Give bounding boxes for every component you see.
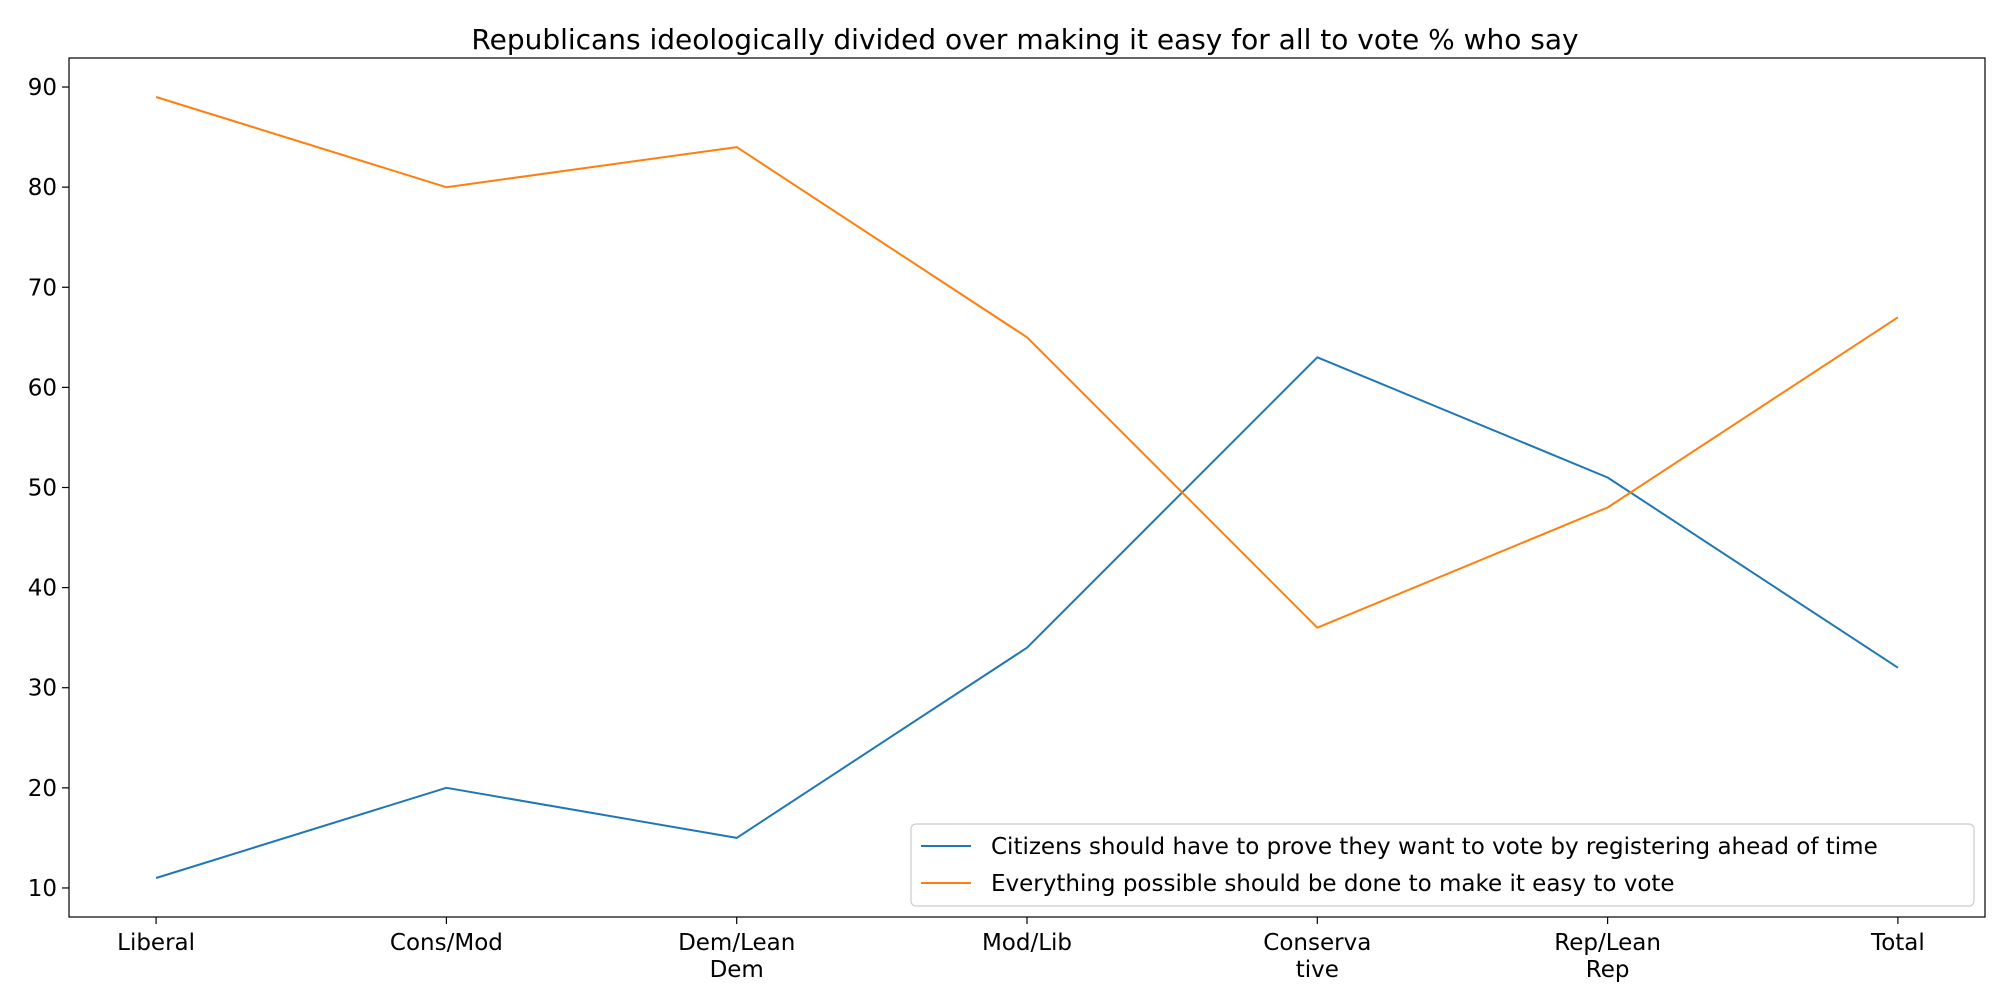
y-tick-label: 20: [28, 776, 57, 802]
plot-area: [155, 96, 1899, 879]
legend-label: Citizens should have to prove they want …: [991, 834, 1878, 860]
y-tick-label: 10: [28, 876, 57, 902]
axes: 10 20 30 40 50 60 70 80 90 Liberal Cons/Mod Dem/Lea…: [28, 57, 1986, 983]
y-tick-label: 60: [28, 375, 57, 401]
x-tick-label: Dem/Lean Dem: [678, 930, 795, 983]
x-tick-label: Liberal: [117, 930, 195, 956]
y-tick-label: 70: [28, 275, 57, 301]
series-line-1: [155, 356, 1899, 879]
y-tick-label: 30: [28, 676, 57, 702]
legend: Citizens should have to prove they want …: [910, 823, 1975, 907]
legend-box: [910, 823, 1975, 907]
y-tick-label: 90: [28, 75, 57, 101]
y-tick-label: 40: [28, 576, 57, 602]
y-tick-label: 80: [28, 175, 57, 201]
x-tick-label: Conserva tive: [1263, 930, 1371, 983]
x-tick-label: Rep/Lean Rep: [1554, 930, 1661, 983]
plot-frame: [68, 57, 1986, 918]
x-tick-label: Mod/Lib: [982, 930, 1072, 956]
series-line-2: [155, 96, 1899, 629]
chart-title: Republicans ideologically divided over m…: [471, 23, 1578, 56]
x-tick-label: Total: [1870, 930, 1925, 956]
y-tick-label: 50: [28, 476, 57, 502]
x-tick-label: Cons/Mod: [390, 930, 503, 956]
legend-label: Everything possible should be done to ma…: [991, 871, 1675, 897]
